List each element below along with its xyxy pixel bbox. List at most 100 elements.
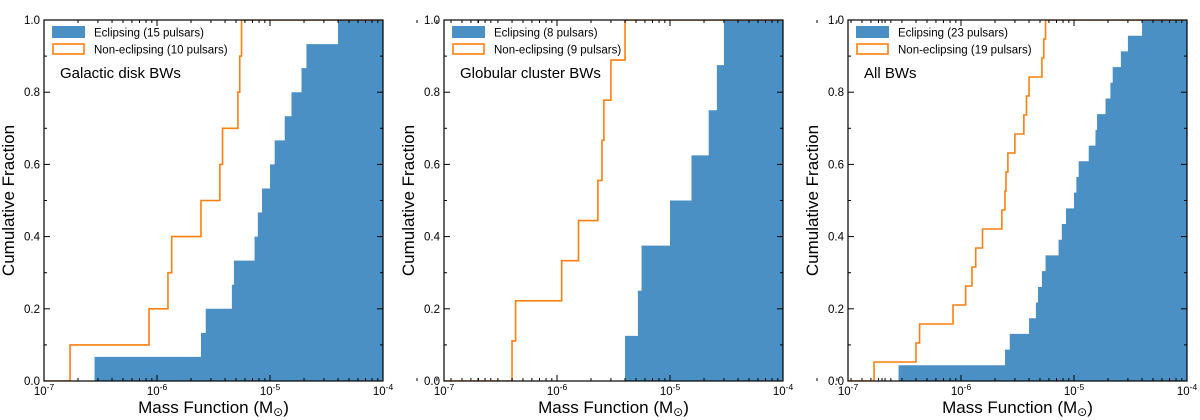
x-axis-label-text: Mass Function (M [538,398,673,417]
legend-label: Eclipsing (8 pulsars) [494,28,598,40]
x-tick-label-exponent: -6 [160,382,168,392]
y-tick-label: 0.2 [424,304,440,316]
legend-swatch-non-eclipsing [52,43,85,55]
legend-label: Non-eclipsing (19 pulsars) [898,45,1032,57]
x-axis-label-sun-symbol: ⊙ [673,405,683,419]
eclipsing-cdf-area [94,20,383,381]
legend: Eclipsing (23 pulsars) Non-eclipsing (19 … [856,26,1032,57]
y-tick-label: 0.0 [24,376,40,388]
x-tick-label: 10-4 [1177,382,1198,398]
y-tick-label: 1.0 [24,15,40,27]
x-tick-label: 10-4 [773,382,794,398]
x-tick-label-exponent: -7 [447,382,455,392]
x-tick-label: 10-6 [951,382,972,398]
y-tick-label: 0.4 [828,232,845,244]
x-tick-label: 10-6 [547,382,568,398]
y-tick-label: 0.2 [24,304,40,316]
x-tick-label: 10-6 [147,382,168,398]
y-tick-label: 0.8 [24,87,40,99]
x-tick-label-base: 10 [34,386,47,398]
x-axis-label-sun-symbol: ⊙ [273,405,283,419]
x-tick-label-exponent: -5 [273,382,281,392]
y-tick-label: 0.2 [828,304,844,316]
x-tick-label-exponent: -7 [47,382,55,392]
panel-title: Globular cluster BWs [460,65,601,82]
x-tick-label: 10-5 [660,382,681,398]
x-tick-label-exponent: -7 [851,382,859,392]
x-axis-label: Mass Function (M⊙) [538,398,689,419]
x-tick-label-base: 10 [434,386,447,398]
x-tick-label-exponent: -5 [1077,382,1085,392]
x-tick-label-exponent: -6 [560,382,568,392]
x-tick-label-base: 10 [838,386,851,398]
panel-title: Galactic disk BWs [60,65,181,82]
axes-frame [443,19,784,382]
panel-title: All BWs [864,65,917,82]
y-tick-label: 0.6 [24,159,40,171]
x-tick-label-base: 10 [1177,386,1190,398]
plot-area [848,20,1187,381]
x-tick-label-exponent: -6 [964,382,972,392]
x-tick-label-base: 10 [373,386,386,398]
y-tick-label: 0.0 [828,376,844,388]
x-tick-label-exponent: -4 [386,382,394,392]
y-tick-label: 0.8 [424,87,440,99]
y-tick-label: 0.4 [424,232,441,244]
legend-swatch-eclipsing [452,26,485,38]
x-tick-label: 10-5 [1064,382,1085,398]
y-tick-label: 0.0 [424,376,440,388]
plot-area [44,20,383,381]
eclipsing-cdf-area [625,20,783,381]
axes-frame [847,19,1188,382]
y-tick-label: 1.0 [424,15,440,27]
x-tick-label-exponent: -5 [673,382,681,392]
x-tick-label-base: 10 [1064,386,1077,398]
legend-label: Eclipsing (15 pulsars) [94,28,204,40]
non-eclipsing-cdf-line [848,20,1187,381]
plot-area [444,20,783,381]
x-tick-label-base: 10 [951,386,964,398]
x-tick-label: 10-7 [838,382,859,398]
x-axis-label: Mass Function (M⊙) [942,398,1093,419]
x-tick-label-base: 10 [147,386,160,398]
axes-frame [43,19,384,382]
y-axis-label: Cumulative Fraction [0,125,18,276]
legend-label: Eclipsing (23 pulsars) [898,28,1008,40]
y-axis-label: Cumulative Fraction [803,125,822,276]
x-tick-label-exponent: -4 [1190,382,1198,392]
x-axis-label-close: ) [683,398,689,417]
non-eclipsing-cdf-line [444,20,783,381]
legend-swatch-non-eclipsing [452,43,485,55]
x-tick-label: 10-5 [260,382,281,398]
legend-swatch-non-eclipsing [856,43,889,55]
x-tick-label: 10-7 [434,382,455,398]
y-tick-label: 0.6 [424,159,440,171]
legend-label: Non-eclipsing (10 pulsars) [94,45,228,57]
x-axis-label-close: ) [1087,398,1093,417]
x-axis-label-text: Mass Function (M [138,398,273,417]
y-tick-label: 0.6 [828,159,844,171]
eclipsing-cdf-area [898,20,1187,381]
non-eclipsing-cdf-line [44,20,383,381]
y-tick-label: 0.8 [828,87,844,99]
x-axis-label-text: Mass Function (M [942,398,1077,417]
x-tick-label-base: 10 [660,386,673,398]
legend-swatch-eclipsing [52,26,85,38]
x-tick-label: 10-7 [34,382,55,398]
y-tick-label: 0.4 [24,232,41,244]
legend-swatch-eclipsing [856,26,889,38]
x-tick-label: 10-4 [373,382,394,398]
x-tick-label-base: 10 [260,386,273,398]
x-tick-label-base: 10 [547,386,560,398]
x-tick-label-base: 10 [773,386,786,398]
x-axis-label-close: ) [283,398,289,417]
y-tick-label: 1.0 [828,15,844,27]
x-axis-label-sun-symbol: ⊙ [1077,405,1087,419]
x-tick-label-exponent: -4 [786,382,794,392]
legend: Eclipsing (15 pulsars) Non-eclipsing (10 … [52,26,228,57]
